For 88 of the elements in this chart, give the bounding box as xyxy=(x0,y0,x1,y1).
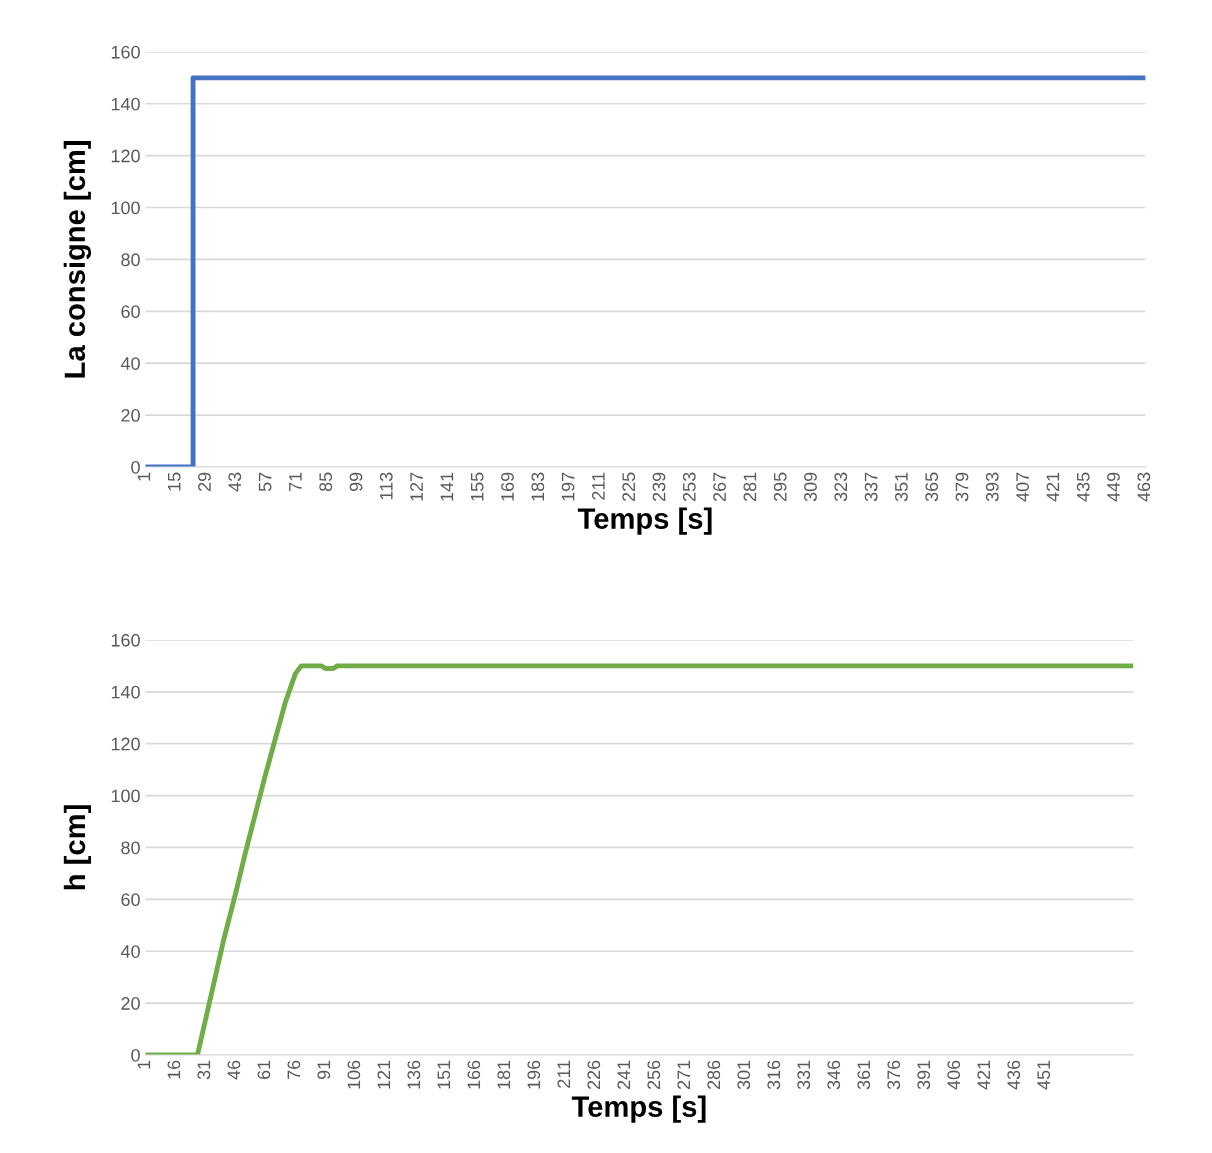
x-tick-label: 106 xyxy=(347,1060,361,1089)
x-tick-label: 346 xyxy=(827,1060,841,1090)
x-tick-label: 421 xyxy=(977,1060,990,1090)
x-tick-label: 421 xyxy=(1046,472,1060,502)
y-tick-label: 40 xyxy=(120,945,140,958)
x-tick-label: 155 xyxy=(470,472,484,501)
x-tick-label: 91 xyxy=(317,1060,331,1080)
x-tick-label: 225 xyxy=(622,472,636,502)
x-tick-label: 181 xyxy=(497,1060,511,1089)
x-tick-label: 141 xyxy=(440,472,454,501)
x-tick-label: 337 xyxy=(864,472,878,502)
x-tick-label: 241 xyxy=(617,1060,630,1090)
x-tick-label: 71 xyxy=(289,472,302,491)
x-tick-label: 281 xyxy=(743,472,757,502)
x-tick-label: 113 xyxy=(379,472,393,500)
y-tick-label: 40 xyxy=(120,357,140,370)
x-tick-label: 169 xyxy=(501,472,514,501)
x-tick-label: 136 xyxy=(407,1060,421,1089)
x-tick-label: 463 xyxy=(1137,472,1151,502)
x-tick-label: 121 xyxy=(377,1060,391,1089)
x-tick-label: 435 xyxy=(1076,472,1090,502)
y-axis-title: h [cm] xyxy=(63,805,92,890)
x-tick-label: 226 xyxy=(587,1060,601,1090)
y-tick-label: 0 xyxy=(131,460,140,474)
y-tick-label: 160 xyxy=(111,45,140,59)
x-tick-label: 99 xyxy=(349,472,363,492)
x-tick-label: 211 xyxy=(592,472,605,500)
y-tick-label: 0 xyxy=(131,1048,140,1062)
y-tick-label: 20 xyxy=(121,409,140,422)
x-tick-label: 365 xyxy=(925,472,939,502)
y-tick-label: 80 xyxy=(121,841,140,855)
x-tick-label: 309 xyxy=(804,472,817,502)
x-tick-label: 61 xyxy=(257,1060,271,1080)
x-tick-label: 253 xyxy=(682,472,696,502)
x-axis-title: Temps [s] xyxy=(571,1095,706,1123)
x-tick-label: 196 xyxy=(527,1060,541,1089)
x-axis-title: Temps [s] xyxy=(577,507,712,535)
x-tick-label: 451 xyxy=(1037,1060,1051,1090)
x-tick-label: 211 xyxy=(557,1060,571,1088)
x-tick-label: 239 xyxy=(652,472,666,502)
x-tick-label: 183 xyxy=(531,472,545,501)
x-tick-label: 166 xyxy=(467,1060,481,1089)
y-tick-label: 20 xyxy=(121,997,140,1010)
y-tick-label: 120 xyxy=(111,737,140,751)
y-tick-label: 140 xyxy=(111,685,140,699)
x-tick-label: 316 xyxy=(767,1060,781,1090)
x-tick-label: 379 xyxy=(955,472,969,502)
x-tick-label: 331 xyxy=(797,1060,811,1090)
x-tick-label: 43 xyxy=(228,472,242,492)
x-tick-label: 361 xyxy=(857,1060,871,1090)
x-tick-label: 1 xyxy=(137,472,151,481)
x-tick-label: 267 xyxy=(713,472,726,502)
x-tick-label: 406 xyxy=(947,1060,961,1090)
y-axis-title: La consigne [cm] xyxy=(63,141,92,378)
x-tick-label: 436 xyxy=(1007,1060,1021,1090)
x-tick-label: 46 xyxy=(227,1060,241,1080)
x-tick-label: 16 xyxy=(167,1060,181,1079)
x-tick-label: 351 xyxy=(895,472,908,502)
x-tick-label: 57 xyxy=(258,472,272,492)
y-tick-label: 80 xyxy=(121,253,140,267)
x-tick-label: 76 xyxy=(287,1060,301,1080)
x-tick-label: 85 xyxy=(319,472,333,492)
x-tick-label: 407 xyxy=(1016,472,1029,502)
x-tick-label: 391 xyxy=(917,1060,931,1090)
x-tick-label: 15 xyxy=(167,472,181,491)
x-tick-label: 29 xyxy=(198,472,211,491)
x-tick-label: 197 xyxy=(561,472,575,501)
x-tick-label: 1 xyxy=(137,1060,151,1069)
x-tick-label: 151 xyxy=(437,1060,451,1089)
x-tick-label: 271 xyxy=(677,1060,690,1090)
x-tick-label: 301 xyxy=(737,1060,751,1090)
y-tick-label: 100 xyxy=(111,789,140,803)
x-tick-label: 393 xyxy=(985,472,999,502)
y-tick-label: 100 xyxy=(111,201,140,215)
x-tick-label: 127 xyxy=(410,472,423,501)
x-tick-label: 295 xyxy=(773,472,787,502)
y-tick-label: 160 xyxy=(111,633,140,647)
x-tick-label: 449 xyxy=(1107,472,1120,502)
y-tick-label: 60 xyxy=(121,893,140,907)
x-tick-label: 31 xyxy=(197,1060,211,1080)
y-tick-label: 140 xyxy=(111,97,140,111)
x-tick-label: 286 xyxy=(707,1060,721,1090)
x-tick-label: 323 xyxy=(834,472,848,502)
x-tick-label: 256 xyxy=(647,1060,661,1090)
y-tick-label: 120 xyxy=(111,149,140,163)
line-series xyxy=(145,663,1134,1055)
x-tick-label: 376 xyxy=(887,1060,901,1090)
y-tick-label: 60 xyxy=(121,305,140,319)
